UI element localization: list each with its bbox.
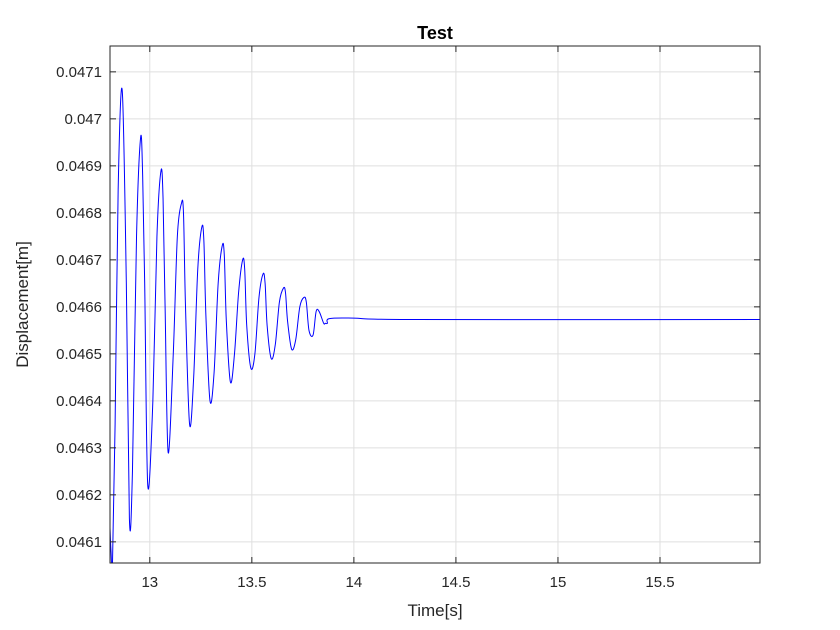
x-tick-label: 15.5 <box>645 574 674 591</box>
plot-frame <box>109 45 761 564</box>
x-tick-label: 13 <box>141 574 158 591</box>
x-tick-label: 15 <box>550 574 567 591</box>
y-tick-label: 0.0468 <box>56 205 102 222</box>
y-tick-label: 0.0464 <box>56 393 102 410</box>
chart-title: Test <box>417 23 453 43</box>
grid-lines <box>110 46 760 563</box>
x-tick-label: 14.5 <box>441 574 470 591</box>
y-tick-label: 0.0463 <box>56 440 102 457</box>
y-axis-label: Displacement[m] <box>13 241 32 368</box>
y-tick-label: 0.0466 <box>56 299 102 316</box>
x-tick-label: 14 <box>346 574 363 591</box>
displacement-series-line <box>110 87 760 563</box>
y-tick-label: 0.0461 <box>56 534 102 551</box>
x-axis-label: Time[s] <box>407 601 462 620</box>
y-tick-label: 0.0471 <box>56 64 102 81</box>
y-tick-label: 0.0465 <box>56 346 102 363</box>
y-tick-label: 0.0462 <box>56 487 102 504</box>
plot-area <box>110 46 760 563</box>
x-tick-label: 13.5 <box>237 574 266 591</box>
line-layer <box>110 87 760 563</box>
y-tick-label: 0.0467 <box>56 252 102 269</box>
axis-ticks: 13 13.5 14 14.5 15 15.5 0.0461 0.0462 0.0463 0.04… <box>56 46 760 591</box>
y-tick-label: 0.0469 <box>56 158 102 175</box>
y-tick-label: 0.047 <box>64 111 102 128</box>
